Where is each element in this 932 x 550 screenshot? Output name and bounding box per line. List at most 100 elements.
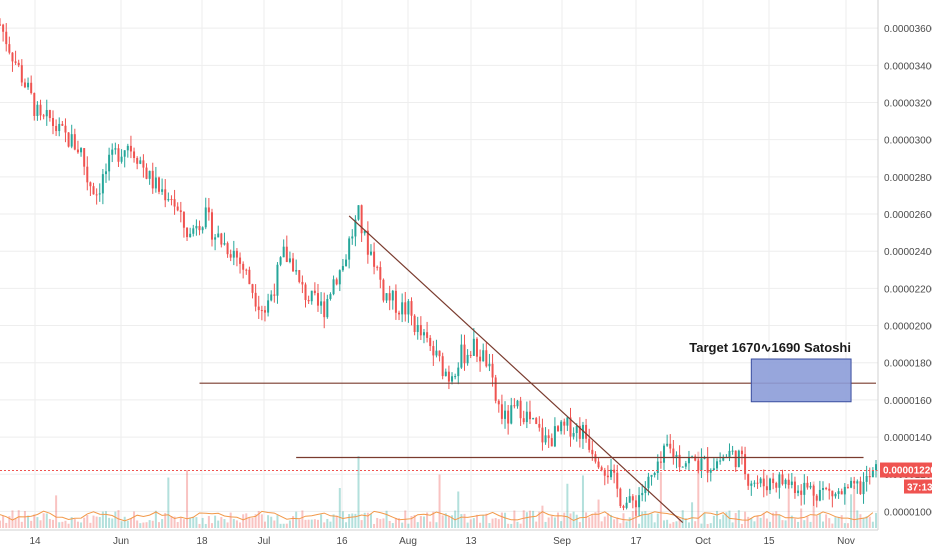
candle [232, 240, 235, 266]
candle [73, 128, 76, 151]
candle [681, 466, 684, 468]
volume-bar [725, 512, 728, 528]
volume-bar [363, 512, 366, 528]
volume-bar [341, 511, 344, 528]
candle [89, 181, 92, 197]
volume-bar [354, 513, 357, 528]
candle [5, 23, 8, 52]
candle [189, 227, 192, 238]
volume-bar [781, 520, 784, 528]
volume-bar [778, 514, 781, 528]
candle [547, 429, 550, 449]
candle [58, 117, 61, 137]
volume-bar [139, 523, 142, 528]
candle [619, 487, 622, 509]
candle [248, 266, 251, 285]
volume-bar [675, 521, 678, 528]
target-zone-box[interactable] [750, 358, 852, 403]
volume-bar [20, 521, 23, 528]
chart-grid [0, 0, 878, 530]
volume-bar [51, 519, 54, 528]
candle [304, 282, 307, 308]
candle [769, 477, 772, 495]
current-price-badge: 0.00001220 [880, 462, 932, 478]
volume-bar [186, 470, 189, 528]
candle [666, 434, 669, 447]
candle [401, 293, 404, 323]
volume-bar [260, 514, 263, 528]
volume-bar [444, 513, 447, 528]
volume-bar [544, 521, 547, 528]
volume-bar [282, 523, 285, 528]
candle [161, 178, 164, 195]
volume-bar [89, 522, 92, 528]
candle [80, 147, 83, 157]
candle [806, 476, 809, 490]
candle [30, 75, 33, 95]
candle [419, 316, 422, 341]
candle [659, 451, 662, 469]
volume-bar [638, 523, 641, 528]
countdown-badge: 37:13 [904, 479, 932, 494]
volume-bar [447, 516, 450, 528]
volume-bar [73, 519, 76, 528]
volume-bar [463, 513, 466, 528]
candle [416, 316, 419, 340]
volume-bar [351, 513, 354, 528]
volume-bar [834, 517, 837, 528]
candle [86, 156, 89, 191]
candle [313, 282, 316, 296]
candle [865, 465, 868, 492]
price-axis[interactable]: 0.00003600 0.00003400 0.00003200 0.00003000… [884, 24, 932, 518]
volume-bar [235, 520, 238, 528]
candle [251, 283, 254, 299]
volume-bar [17, 510, 20, 528]
candle [332, 275, 335, 296]
candle [270, 290, 273, 302]
candle [719, 452, 722, 465]
candle [126, 143, 129, 158]
x-tick-label: 16 [336, 536, 348, 547]
candle [226, 241, 229, 258]
volume-bar [307, 519, 310, 528]
volume-bar [722, 514, 725, 528]
candle [51, 110, 54, 135]
candle [522, 410, 525, 425]
candle [323, 292, 326, 329]
trendline-line[interactable] [348, 215, 684, 524]
volume-bar [401, 522, 404, 528]
candle [382, 278, 385, 303]
candle [341, 258, 344, 272]
volume-bar [653, 522, 656, 528]
candle [157, 176, 160, 195]
candle [762, 469, 765, 498]
volume-bar [189, 517, 192, 528]
volume-bar [572, 511, 575, 528]
candle [422, 328, 425, 344]
time-axis[interactable]: 14 Jun 18 Jul 16 Aug 13 Sep 17 Oct 15 Nov [29, 536, 854, 547]
volume-bar [687, 522, 690, 528]
candle [500, 394, 503, 425]
volume-bar [494, 518, 497, 528]
candle [426, 321, 429, 343]
volume-bar [42, 513, 45, 528]
volume-bar [254, 514, 257, 528]
volume-bar [578, 522, 581, 528]
candle [466, 349, 469, 366]
volume-bar [426, 512, 429, 528]
volume-bar [716, 510, 719, 528]
candle [535, 416, 538, 425]
volume-bar [270, 516, 273, 528]
candle [76, 140, 79, 154]
candle [245, 268, 248, 275]
candle [432, 340, 435, 366]
volume-bar [80, 522, 83, 528]
volume-bar [14, 518, 17, 528]
volume-bar [104, 511, 107, 528]
volume-bar [298, 519, 301, 528]
y-tick-label: 0.00002000 [884, 322, 932, 333]
candle [793, 476, 796, 499]
volume-bar [145, 522, 148, 528]
volume-bar [828, 518, 831, 528]
